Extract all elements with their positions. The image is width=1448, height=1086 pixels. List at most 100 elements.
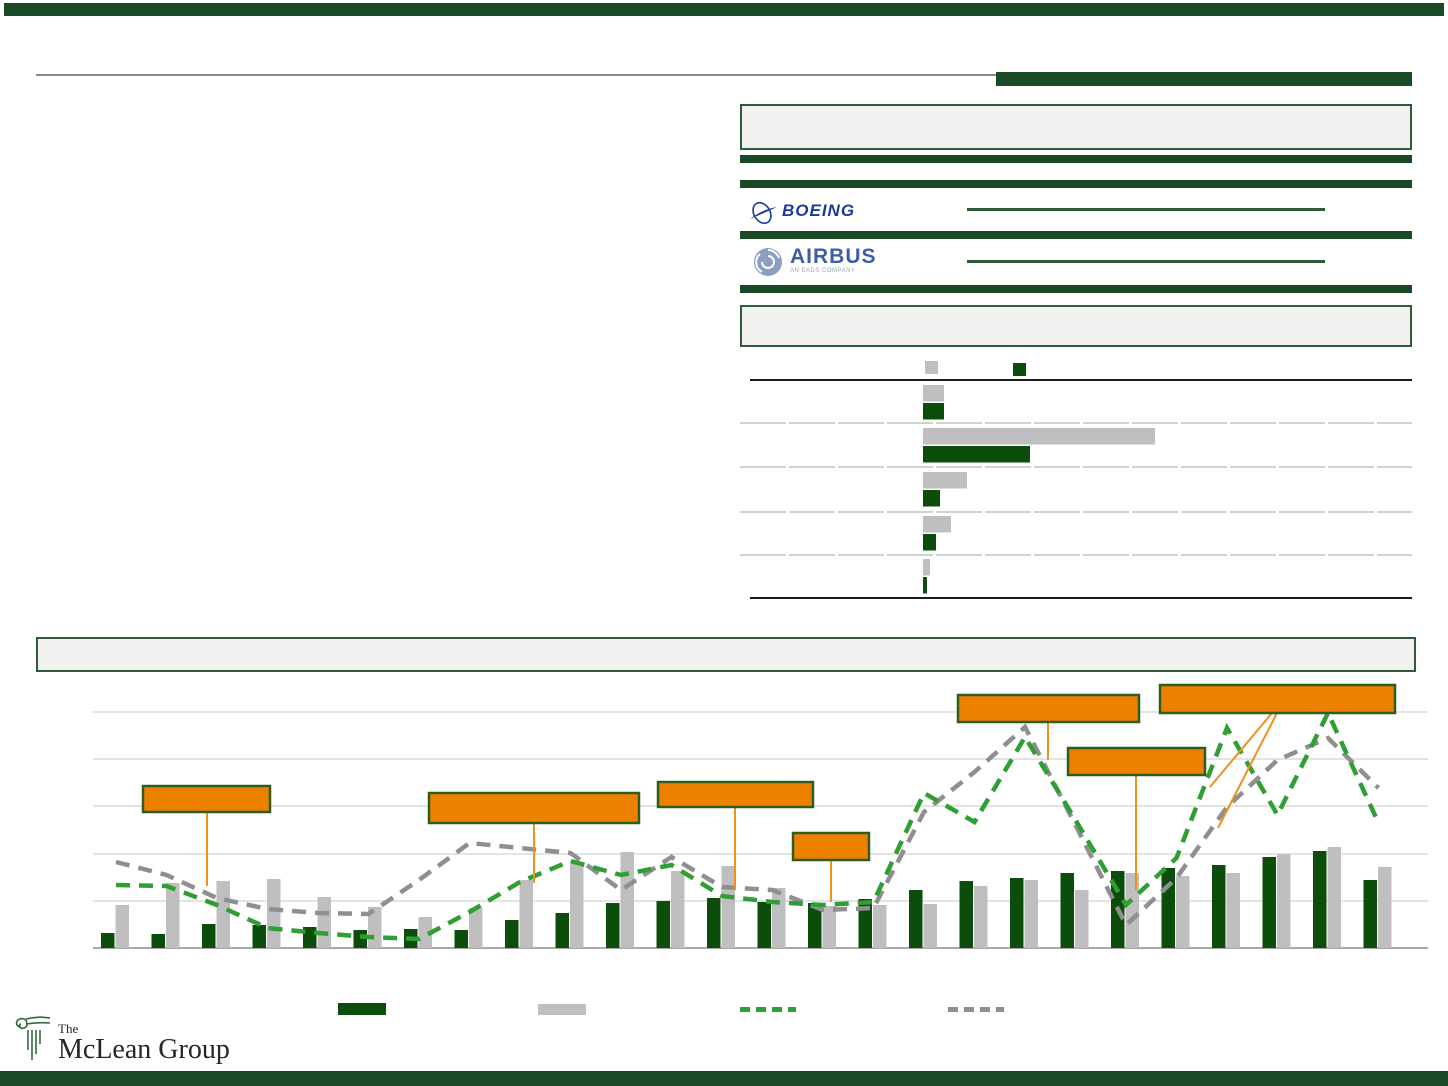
comparison-bar-chart [740,361,1412,599]
divider-bar [740,180,1412,188]
callout-leader [1217,712,1278,829]
airbus-logo: AIRBUS AN EADS COMPANY [752,246,877,282]
trend-line-green [115,707,1381,942]
legend-swatch-green [1013,363,1026,376]
bar-gray [1075,890,1089,948]
bar-green [1262,857,1276,948]
bar-gray [671,871,685,948]
callout-box [1158,683,1397,715]
divider-bar [740,155,1412,163]
divider-bar [740,285,1412,293]
mclean-column-icon [15,1016,51,1060]
bar-green [252,925,266,948]
combo-chart [93,683,1428,949]
footer-accent-bar [0,1071,1448,1086]
bar-gray [115,905,129,948]
row-bar-gray [923,385,944,402]
bar-gray [317,897,331,948]
mclean-the: The [58,1021,79,1036]
bar-green [808,903,822,948]
bar-green [858,899,872,948]
bar-green [1060,873,1074,948]
divider-bar [740,231,1412,239]
callout-box [791,831,871,862]
bar-gray [721,866,735,948]
legend-swatch-gray-bar [538,1004,586,1015]
bar-gray [1327,847,1341,948]
airbus-tagline: AN EADS COMPANY [790,268,856,274]
row-bar-gray [923,559,930,576]
callout-box [427,791,641,825]
bar-green [303,927,317,948]
main-chart-title-box [36,637,1416,672]
mclean-group-logo: The McLean Group [8,1014,230,1066]
bar-green [454,930,468,948]
bar-green [656,901,670,948]
bar-green [101,933,115,948]
bar-gray [1176,876,1190,948]
bar-gray [923,904,937,948]
trend-line-gray [115,723,1381,929]
callout-box [956,693,1141,724]
row-bar-gray [923,516,951,533]
bar-green [505,920,519,948]
bar-green [1363,880,1377,948]
bar-gray [1125,873,1139,948]
bar-gray [822,906,836,948]
bar-green [1161,868,1175,948]
bar-green [1212,865,1226,948]
bar-gray [166,883,180,948]
row-bar-green [923,534,936,551]
bar-green [151,934,165,948]
bar-gray [570,862,584,948]
row-bar-green [923,403,944,420]
boeing-wordmark: BOEING [782,201,856,220]
legend-swatch-gray-dashed [948,1007,1004,1012]
row-bar-green [923,446,1030,463]
callout-leader [1209,712,1273,788]
bar-gray [1226,873,1240,948]
row-bar-gray [923,472,967,489]
subtitle-box [740,104,1412,150]
callout-box [1066,746,1207,777]
boeing-logo: BOEING [748,196,855,226]
callout-box [141,784,272,814]
bar-gray [1277,854,1291,948]
row-bar-green [923,490,940,507]
mclean-name: McLean Group [58,1034,230,1065]
bar-green [1313,851,1327,948]
bar-green [959,881,973,948]
header-accent-block [996,72,1412,86]
bar-gray [1024,880,1038,948]
bar-gray [772,888,786,948]
bar-gray [1378,867,1392,948]
row-bar-gray [923,428,1155,445]
bar-green [353,930,367,948]
bar-green [909,890,923,948]
boeing-underline [967,208,1325,211]
bar-green [757,902,771,948]
bar-gray [216,881,230,948]
legend-swatch-gray [925,361,938,374]
header-rule-line [36,74,998,76]
bar-gray [620,852,634,948]
bar-green [202,924,216,948]
airbus-underline [967,260,1325,263]
bar-green [707,898,721,948]
bar-gray [267,879,281,948]
row-bar-green [923,577,927,594]
airbus-wordmark: AIRBUS [790,245,877,268]
legend-swatch-green-bar [338,1003,386,1015]
bar-gray [469,908,483,948]
bar-gray [418,917,432,948]
bar-green [555,913,569,948]
bar-gray [873,905,887,948]
legend-swatch-green-dashed [740,1007,796,1012]
boeing-swoosh-icon [750,201,777,225]
bar-green [606,903,620,948]
bar-green [1010,878,1024,948]
comparison-chart-title-box [740,305,1412,347]
bar-gray [974,886,988,948]
bar-gray [519,880,533,948]
